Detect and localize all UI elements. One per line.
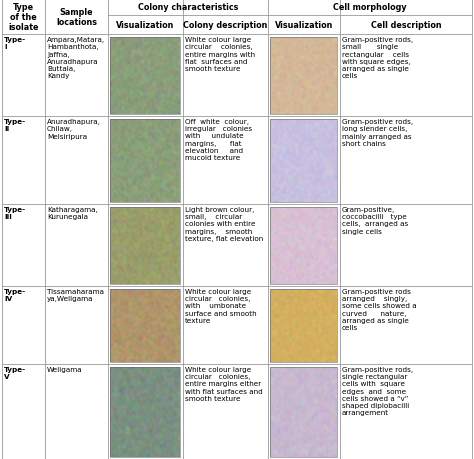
Text: White colour large
circular    colonies,
entire margins with
flat  surfaces and
: White colour large circular colonies, en… <box>185 37 255 72</box>
Text: Type-
III: Type- III <box>4 207 26 219</box>
Bar <box>110 119 181 202</box>
Text: Tissamaharama
ya,Weligama: Tissamaharama ya,Weligama <box>47 288 104 302</box>
Bar <box>271 367 337 457</box>
Text: White colour large
circular   colonies,
entire margins either
with flat surfaces: White colour large circular colonies, en… <box>185 366 263 401</box>
Text: Gram-positive rods
arranged    singly,
some cells showed a
curved      nature,
a: Gram-positive rods arranged singly, some… <box>342 288 417 330</box>
Text: Colony characteristics: Colony characteristics <box>138 4 238 12</box>
Bar <box>110 38 181 114</box>
Text: Gram-positive rods,
long slender cells,
mainly arranged as
short chains: Gram-positive rods, long slender cells, … <box>342 119 413 146</box>
Text: Visualization: Visualization <box>275 21 333 30</box>
Text: Type-
I: Type- I <box>4 37 26 50</box>
Text: Katharagama,
Kurunegala: Katharagama, Kurunegala <box>47 207 98 220</box>
Text: Cell description: Cell description <box>371 21 441 30</box>
Bar <box>271 207 337 284</box>
Text: Gram-positive rods,
single rectangular
cells with  square
edges  and  some
cells: Gram-positive rods, single rectangular c… <box>342 366 413 415</box>
Text: Visualization: Visualization <box>116 21 175 30</box>
Text: Type-
IV: Type- IV <box>4 288 26 302</box>
Text: Sample
locations: Sample locations <box>56 8 97 27</box>
Text: Cell morphology: Cell morphology <box>333 4 407 12</box>
Text: Anuradhapura,
Chilaw,
Melsiripura: Anuradhapura, Chilaw, Melsiripura <box>47 119 101 139</box>
Bar <box>271 289 337 362</box>
Text: Light brown colour,
small,    circular
colonies with entire
margins,    smooth
t: Light brown colour, small, circular colo… <box>185 207 263 241</box>
Bar <box>110 367 181 457</box>
Bar <box>271 38 337 114</box>
Bar <box>110 289 181 362</box>
Text: Colony description: Colony description <box>183 21 268 30</box>
Bar <box>110 207 181 284</box>
Text: Off  white  colour,
irregular   colonies
with     undulate
margins,      flat
el: Off white colour, irregular colonies wit… <box>185 119 252 161</box>
Text: Type-
II: Type- II <box>4 119 26 132</box>
Text: Ampara,Matara,
Hambanthota,
Jaffna,
Anuradhapura
Buttala,
Kandy: Ampara,Matara, Hambanthota, Jaffna, Anur… <box>47 37 105 79</box>
Bar <box>271 119 337 202</box>
Text: White colour large
circular   colonies,
with    umbonate
surface and smooth
text: White colour large circular colonies, wi… <box>185 288 256 323</box>
Text: Gram-positive,
coccobacilli   type
cells,  arranged as
single cells: Gram-positive, coccobacilli type cells, … <box>342 207 408 234</box>
Text: Type
of the
isolate: Type of the isolate <box>8 3 39 32</box>
Text: Gram-positive rods,
small       single
rectangular    cells
with square edges,
a: Gram-positive rods, small single rectang… <box>342 37 413 79</box>
Text: Weligama: Weligama <box>47 366 82 372</box>
Text: Type-
V: Type- V <box>4 366 26 379</box>
